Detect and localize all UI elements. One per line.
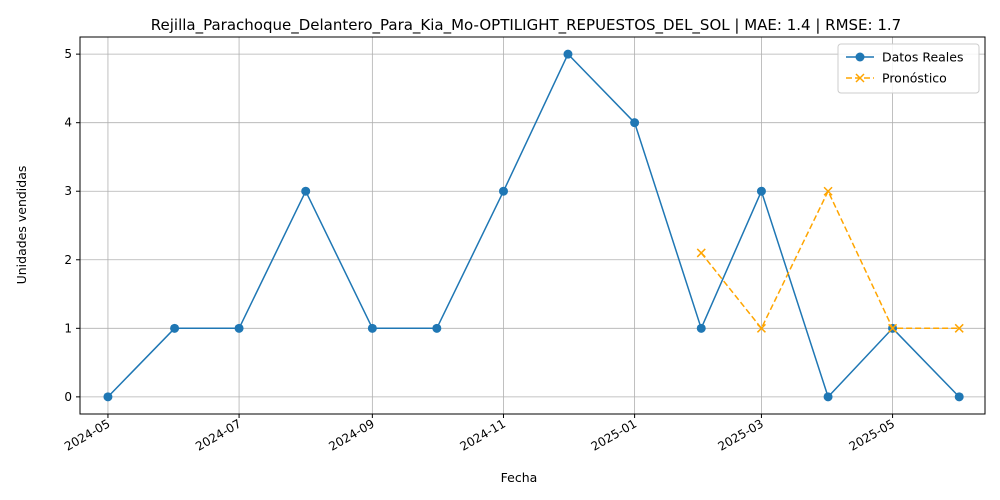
legend-label-0: Datos Reales: [882, 50, 963, 65]
x-tick-label: 2025-01: [589, 416, 639, 453]
x-tick-label: 2025-05: [847, 416, 897, 453]
data-point-0: [563, 49, 573, 59]
x-tick-label: 2024-11: [458, 416, 508, 453]
x-tick-label: 2024-09: [326, 416, 376, 453]
legend-marker-0: [855, 52, 865, 62]
data-point-0: [234, 323, 244, 333]
data-point-0: [630, 118, 640, 128]
ticks: 2024-05 2024-07 2024-09 2024-11 2025-01 2025-…: [62, 47, 897, 454]
data-point-1: [888, 323, 898, 333]
x-tick-label: 2025-03: [716, 416, 766, 453]
data-point-1: [954, 323, 964, 333]
data-point-1: [823, 186, 833, 196]
y-tick-label: 2: [64, 253, 72, 267]
data-point-0: [103, 392, 113, 402]
legend-marker-1: [855, 73, 865, 83]
data-point-0: [823, 392, 833, 402]
data-point-0: [367, 323, 377, 333]
y-tick-label: 4: [64, 116, 72, 130]
y-tick-label: 3: [64, 184, 72, 198]
x-axis-label: Fecha: [501, 470, 538, 485]
data-point-0: [170, 323, 180, 333]
series-line-0: [107, 53, 960, 398]
y-tick-label: 1: [64, 321, 72, 335]
data-point-0: [696, 323, 706, 333]
data-point-0: [756, 186, 766, 196]
data-point-0: [301, 186, 311, 196]
x-tick-label: 2024-05: [62, 416, 112, 453]
x-tick-label: 2024-07: [193, 416, 243, 453]
data-point-0: [498, 186, 508, 196]
plot-frame: [79, 36, 986, 415]
data-point-1: [696, 248, 706, 258]
grid: [80, 37, 985, 414]
y-tick-label: 0: [64, 390, 72, 404]
y-tick-label: 5: [64, 47, 72, 61]
legend: Datos Reales Pronóstico: [837, 43, 980, 94]
chart-title: Rejilla_Parachoque_Delantero_Para_Kia_Mo…: [151, 16, 901, 35]
data-point-0: [432, 323, 442, 333]
legend-label-1: Pronóstico: [882, 71, 947, 86]
series-layer: [103, 49, 964, 402]
data-point-1: [756, 323, 766, 333]
y-axis-label: Unidades vendidas: [14, 166, 29, 285]
data-point-0: [954, 392, 964, 402]
